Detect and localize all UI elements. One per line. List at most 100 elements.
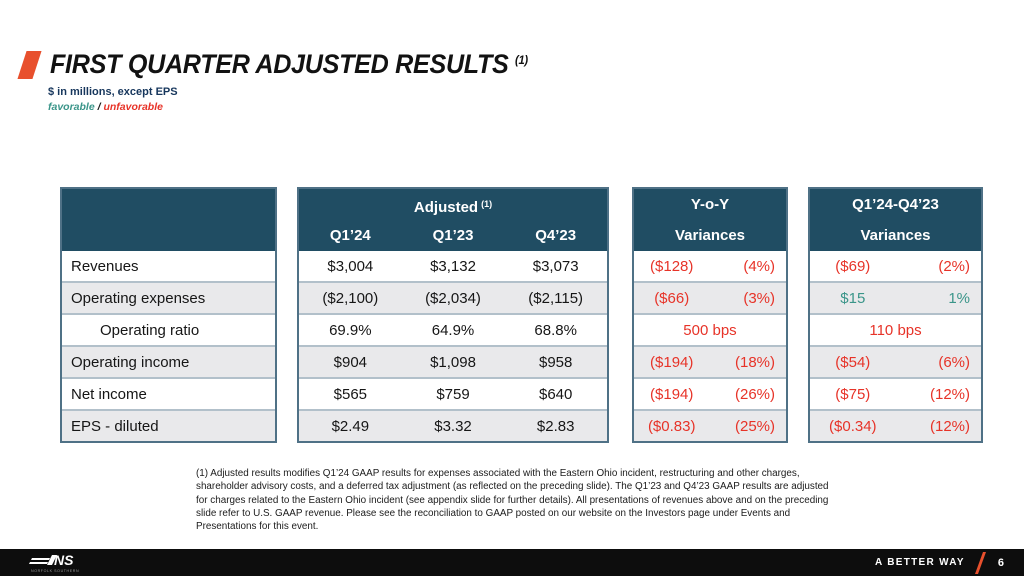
table-row-values: $565 $759 $640 <box>299 377 607 409</box>
table-row-label: Operating ratio <box>62 313 275 345</box>
tagline: A BETTER WAY <box>875 557 965 568</box>
table-block-labels: Revenues Operating expenses Operating rati… <box>60 187 277 443</box>
table-row-variance: ($75) (12%) <box>810 377 981 409</box>
row-label: Net income <box>71 385 147 403</box>
cell-value: $958 <box>538 353 573 371</box>
units-subtitle: $ in millions, except EPS <box>48 86 178 98</box>
column-header-q123: Q1’23 <box>432 227 474 244</box>
cell-value: $3,073 <box>532 257 579 275</box>
cell-value: ($2,034) <box>425 289 481 307</box>
logo-subtext: NORFOLK SOUTHERN <box>31 569 79 573</box>
cell-value: $759 <box>436 385 470 403</box>
variance-pct: (12%) <box>929 417 970 435</box>
table-row-variance: ($0.83) (25%) <box>634 409 786 441</box>
variance-value: $15 <box>840 289 866 307</box>
variance-value: ($128) <box>650 257 694 275</box>
table-row-values: $904 $1,098 $958 <box>299 345 607 377</box>
footer-right: A BETTER WAY 6 <box>875 549 1010 576</box>
cell-value: $565 <box>333 385 368 403</box>
labels-header <box>62 189 275 251</box>
row-label: Revenues <box>71 257 139 275</box>
yoy-header-line1: Y-o-Y <box>690 196 730 213</box>
color-legend: favorable / unfavorable <box>48 101 163 113</box>
cell-value: $3,004 <box>327 257 374 275</box>
table-row-variance: ($69) (2%) <box>810 251 981 281</box>
table-row-label: Net income <box>62 377 275 409</box>
variance-value: ($75) <box>835 385 871 403</box>
variance-value: ($0.34) <box>829 417 877 435</box>
row-label: Operating expenses <box>71 289 206 307</box>
footnote: (1) Adjusted results modifies Q1’24 GAAP… <box>196 468 829 533</box>
table-row-label: Operating income <box>62 345 275 377</box>
table-row-variance: $15 1% <box>810 281 981 313</box>
variance-pct: (3%) <box>743 289 775 307</box>
legend-unfavorable: unfavorable <box>103 101 163 113</box>
variance-value: 110 bps <box>869 321 922 339</box>
variance-value: ($66) <box>654 289 690 307</box>
cell-value: ($2,115) <box>528 289 584 307</box>
table-row-variance: 110 bps <box>810 313 981 345</box>
variance-pct: 1% <box>948 289 970 307</box>
table-row-variance: ($0.34) (12%) <box>810 409 981 441</box>
variance-pct: (12%) <box>929 385 970 403</box>
yoy-header-line2: Variances <box>674 227 746 244</box>
variance-pct: (4%) <box>743 257 775 275</box>
page-number: 6 <box>997 556 1004 569</box>
table-row-variance: ($54) (6%) <box>810 345 981 377</box>
variance-pct: (26%) <box>734 385 775 403</box>
norfolk-southern-logo: NS NORFOLK SOUTHERN <box>29 552 79 573</box>
table-row-label: Revenues <box>62 251 275 281</box>
cell-value: $640 <box>538 385 573 403</box>
table-row-values: $2.49 $3.32 $2.83 <box>299 409 607 441</box>
legend-favorable: favorable <box>48 101 95 113</box>
adjusted-header: Adjusted (1) Q1’24 Q1’23 Q4’23 <box>299 189 607 251</box>
cell-value: $3,132 <box>430 257 476 275</box>
labels-body: Revenues Operating expenses Operating rati… <box>62 251 275 441</box>
cell-value: 64.9% <box>431 321 475 339</box>
variance-pct: (25%) <box>734 417 775 435</box>
cell-value: $1,098 <box>430 353 476 371</box>
table-block-yoy-variances: Y-o-Y Variances ($128) (4%) ($66) (3%) 500 b… <box>632 187 788 443</box>
table-row-variance: ($194) (26%) <box>634 377 786 409</box>
cell-value: $3.32 <box>434 417 472 435</box>
cell-value: ($2,100) <box>322 289 379 307</box>
q4-header-line1: Q1’24-Q4’23 <box>852 196 939 213</box>
q4-header-line2: Variances <box>860 227 931 244</box>
yoy-body: ($128) (4%) ($66) (3%) 500 bps ($194) (18%) ($1… <box>634 251 786 441</box>
table-row-values: $3,004 $3,132 $3,073 <box>299 251 607 281</box>
page-title-text: FIRST QUARTER ADJUSTED RESULTS <box>50 49 509 79</box>
adjusted-header-text: Adjusted <box>413 199 479 216</box>
adjusted-footnote-ref: (1) <box>481 199 493 209</box>
column-header-q423: Q4’23 <box>535 227 577 244</box>
table-row-values: 69.9% 64.9% 68.8% <box>299 313 607 345</box>
logo-ns-text: NS <box>54 552 74 568</box>
adjusted-header-title: Adjusted (1) <box>299 189 607 220</box>
title-block: FIRST QUARTER ADJUSTED RESULTS (1) <box>17 49 564 80</box>
footer-bar: NS NORFOLK SOUTHERN A BETTER WAY 6 <box>0 549 1024 576</box>
variance-pct: (2%) <box>938 257 970 275</box>
variance-value: ($54) <box>835 353 871 371</box>
cell-value: $2.49 <box>331 417 370 435</box>
cell-value: $2.83 <box>536 417 575 435</box>
accent-slash-icon <box>17 51 42 79</box>
yoy-header: Y-o-Y Variances <box>634 189 786 251</box>
table-row-values: ($2,100) ($2,034) ($2,115) <box>299 281 607 313</box>
cell-value: $904 <box>333 353 368 371</box>
row-label: Operating ratio <box>100 321 200 339</box>
page-title: FIRST QUARTER ADJUSTED RESULTS (1) <box>50 49 528 80</box>
table-row-variance: ($128) (4%) <box>634 251 786 281</box>
table-block-q4-variances: Q1’24-Q4’23 Variances ($69) (2%) $15 1% 110 … <box>808 187 983 443</box>
q4-body: ($69) (2%) $15 1% 110 bps ($54) (6%) ($75) (12%)… <box>810 251 981 441</box>
table-block-adjusted: Adjusted (1) Q1’24 Q1’23 Q4’23 $3,004 $3,1… <box>297 187 609 443</box>
variance-value: ($0.83) <box>647 417 696 435</box>
column-header-q124: Q1’24 <box>329 227 371 244</box>
adjusted-body: $3,004 $3,132 $3,073 ($2,100) ($2,034) ($2,11… <box>299 251 607 441</box>
variance-value: ($194) <box>650 385 694 403</box>
table-row-variance: ($194) (18%) <box>634 345 786 377</box>
variance-pct: (18%) <box>734 353 775 371</box>
table-row-variance: ($66) (3%) <box>634 281 786 313</box>
legend-separator: / <box>94 101 104 113</box>
title-footnote-ref: (1) <box>515 53 528 67</box>
row-label: Operating income <box>71 353 190 371</box>
variance-pct: (6%) <box>938 353 970 371</box>
